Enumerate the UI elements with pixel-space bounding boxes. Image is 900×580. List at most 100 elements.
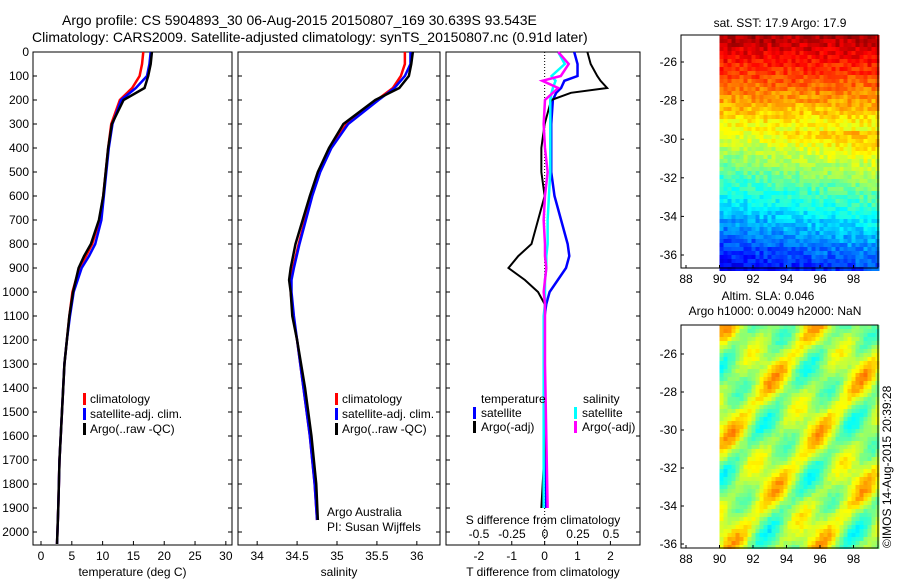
map-cell xyxy=(799,473,804,477)
map-cell xyxy=(855,341,860,345)
map-cell xyxy=(803,227,808,231)
map-cell xyxy=(827,413,832,417)
map-cell xyxy=(763,389,768,393)
map-cell xyxy=(839,385,844,389)
map-cell xyxy=(855,449,860,453)
map-cell xyxy=(863,191,868,195)
map-cell xyxy=(795,147,800,151)
x-tick-label: -1 xyxy=(506,549,517,563)
map-cell xyxy=(791,263,796,267)
map-cell xyxy=(791,163,796,167)
map-cell xyxy=(731,465,736,469)
map-cell xyxy=(783,417,788,421)
map-cell xyxy=(743,489,748,493)
map-cell xyxy=(755,457,760,461)
map-cell xyxy=(739,175,744,179)
map-cell xyxy=(747,393,752,397)
map-cell xyxy=(843,517,848,521)
map-cell xyxy=(863,469,868,473)
map-cell xyxy=(771,361,776,365)
map-cell xyxy=(775,79,780,83)
map-cell xyxy=(855,325,860,329)
map-cell xyxy=(767,453,772,457)
map-cell xyxy=(807,247,812,251)
map-cell xyxy=(751,211,756,215)
map-cell xyxy=(727,325,732,329)
map-cell xyxy=(783,231,788,235)
map-cell xyxy=(871,163,876,167)
map-cell xyxy=(787,517,792,521)
map-cell xyxy=(827,365,832,369)
map-cell xyxy=(791,171,796,175)
map-cell xyxy=(739,143,744,147)
map-cell xyxy=(831,337,836,341)
map-cell xyxy=(743,369,748,373)
map-cell xyxy=(843,35,848,39)
map-cell xyxy=(779,95,784,99)
map-cell xyxy=(735,179,740,183)
map-cell xyxy=(827,541,832,545)
map-cell xyxy=(819,111,824,115)
map-cell xyxy=(835,377,840,381)
map-cell xyxy=(771,111,776,115)
map-cell xyxy=(803,211,808,215)
map-cell xyxy=(771,469,776,473)
map-cell xyxy=(871,223,876,227)
map-cell xyxy=(727,75,732,79)
map-cell xyxy=(791,397,796,401)
map-cell xyxy=(827,143,832,147)
map-cell xyxy=(835,115,840,119)
map-cell xyxy=(783,243,788,247)
map-cell xyxy=(735,337,740,341)
map-cell xyxy=(791,251,796,255)
map-cell xyxy=(787,429,792,433)
map-cell xyxy=(819,545,824,549)
map-cell xyxy=(867,445,872,449)
map-cell xyxy=(819,493,824,497)
map-cell xyxy=(803,461,808,465)
map-cell xyxy=(799,35,804,39)
map-cell xyxy=(859,219,864,223)
map-cell xyxy=(735,87,740,91)
map-cell xyxy=(767,167,772,171)
map-cell xyxy=(755,223,760,227)
map-cell xyxy=(871,83,876,87)
map-cell xyxy=(835,529,840,533)
map-cell xyxy=(819,107,824,111)
map-cell xyxy=(727,405,732,409)
map-cell xyxy=(787,267,792,271)
map-cell xyxy=(831,103,836,107)
map-cell xyxy=(827,219,832,223)
map-cell xyxy=(755,35,760,39)
map-cell xyxy=(775,167,780,171)
map-cell xyxy=(847,243,852,247)
map-cell xyxy=(839,381,844,385)
map-cell xyxy=(735,115,740,119)
map-cell xyxy=(727,409,732,413)
map-cell xyxy=(723,227,728,231)
map-cell xyxy=(767,35,772,39)
map-cell xyxy=(823,35,828,39)
map-cell xyxy=(807,75,812,79)
map-cell xyxy=(767,155,772,159)
map-cell xyxy=(783,477,788,481)
map-cell xyxy=(871,413,876,417)
map-cell xyxy=(851,91,856,95)
map-cell xyxy=(815,191,820,195)
map-cell xyxy=(755,51,760,55)
map-cell xyxy=(867,545,872,549)
map-cell xyxy=(719,413,724,417)
map-cell xyxy=(827,103,832,107)
map-cell xyxy=(747,513,752,517)
panel-1-frame xyxy=(32,51,233,546)
map-cell xyxy=(799,47,804,51)
map-cell xyxy=(847,525,852,529)
map-cell xyxy=(851,489,856,493)
map-cell xyxy=(863,207,868,211)
map-cell xyxy=(755,255,760,259)
map-cell xyxy=(787,43,792,47)
map-cell xyxy=(763,429,768,433)
map-cell xyxy=(831,163,836,167)
map-cell xyxy=(719,405,724,409)
map-cell xyxy=(811,417,816,421)
